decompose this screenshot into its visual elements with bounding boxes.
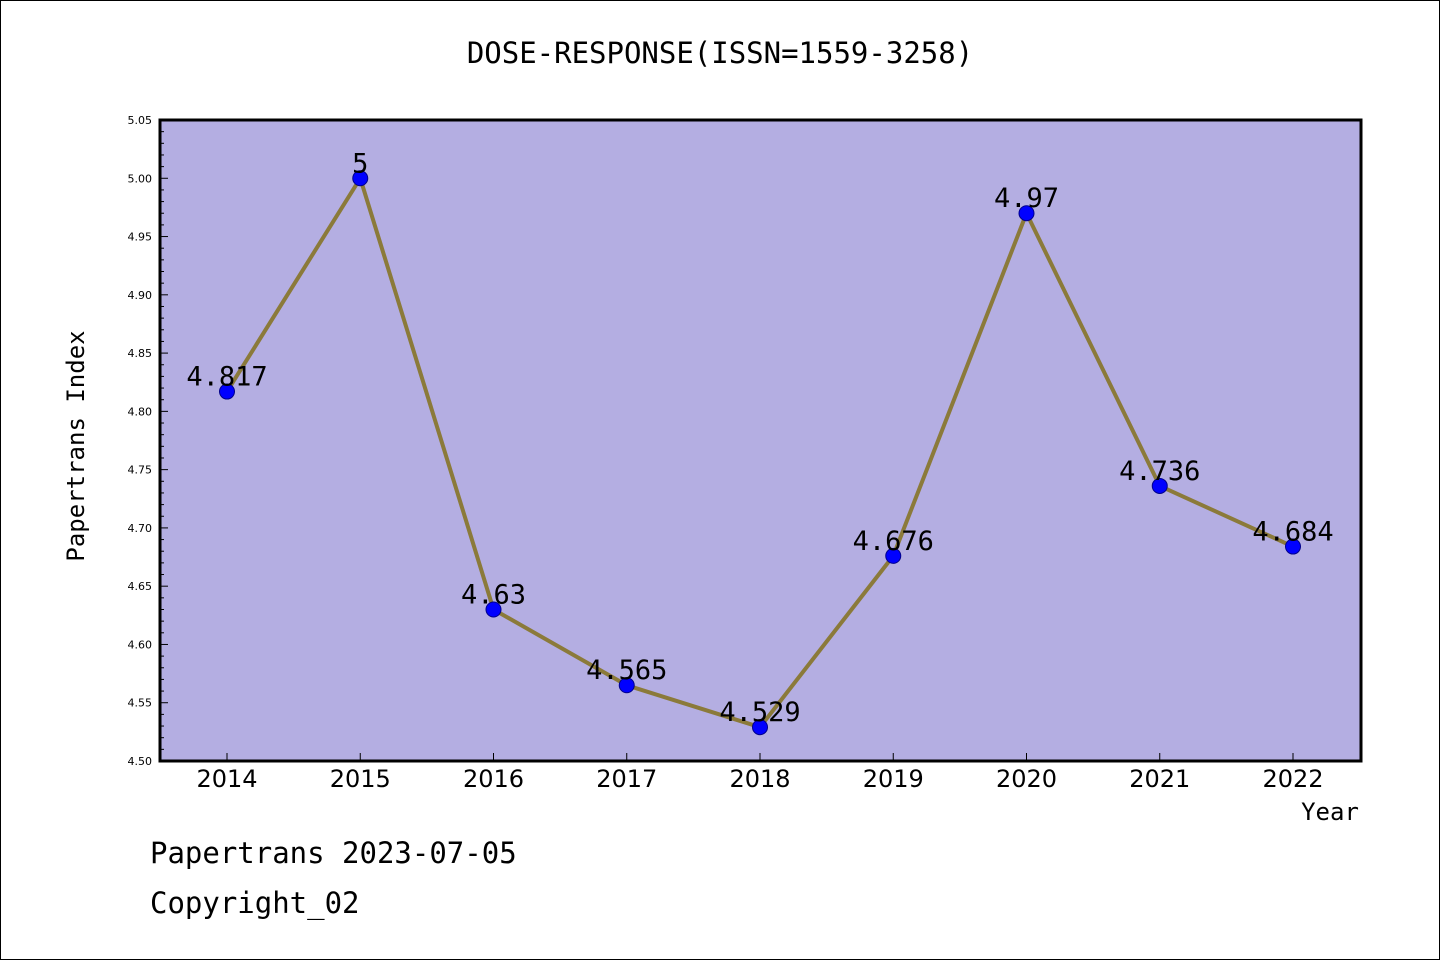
x-tick-label: 2020 [996,765,1057,793]
y-tick-label: 4.60 [128,638,153,651]
x-tick-label: 2018 [729,765,790,793]
y-tick-label: 5.05 [128,114,153,127]
x-tick-label: 2017 [596,765,657,793]
y-tick-label: 5.00 [128,172,153,185]
data-point [1151,477,1168,494]
y-tick-label: 4.65 [128,580,153,593]
data-point [1285,538,1301,555]
x-tick-label: 2015 [330,765,391,793]
x-tick-label: 2016 [463,765,524,793]
data-point [885,547,902,564]
y-tick-label: 4.95 [128,231,153,244]
data-label: 4.63 [461,579,526,610]
y-tick-label: 4.70 [128,522,153,535]
x-tick-label: 2019 [863,765,924,793]
x-tick-label: 2022 [1262,765,1323,793]
plot-border [158,118,1363,763]
plot-area [160,120,1361,761]
data-label: 4.97 [994,183,1059,214]
data-point [219,383,235,400]
data-point [1018,205,1035,222]
y-tick-label: 4.80 [128,405,153,418]
y-tick-label: 4.55 [128,697,153,710]
y-axis-label: Papertrans Index [62,330,90,561]
footer-date: Papertrans 2023-07-05 [150,836,517,870]
footer-copyright: Copyright_02 [150,886,360,920]
data-point [352,170,369,187]
data-label: 4.529 [719,697,800,728]
data-label: 5 [352,148,368,179]
data-label: 4.817 [186,362,267,393]
data-label: 4.736 [1119,456,1200,487]
data-label: 4.684 [1252,517,1333,548]
chart-title: DOSE-RESPONSE(ISSN=1559-3258) [466,36,974,70]
y-tick-label: 4.75 [128,464,153,477]
x-tick-label: 2021 [1129,765,1190,793]
x-tick-label: 2014 [196,765,257,793]
data-label: 4.565 [586,655,667,686]
data-point [485,601,502,618]
data-point [752,719,768,736]
y-tick-label: 4.85 [128,347,153,360]
data-point [618,677,635,694]
x-axis-label: Year [1301,798,1359,826]
data-label: 4.676 [853,526,934,557]
y-tick-label: 4.50 [128,755,153,768]
y-tick-label: 4.90 [128,289,153,302]
